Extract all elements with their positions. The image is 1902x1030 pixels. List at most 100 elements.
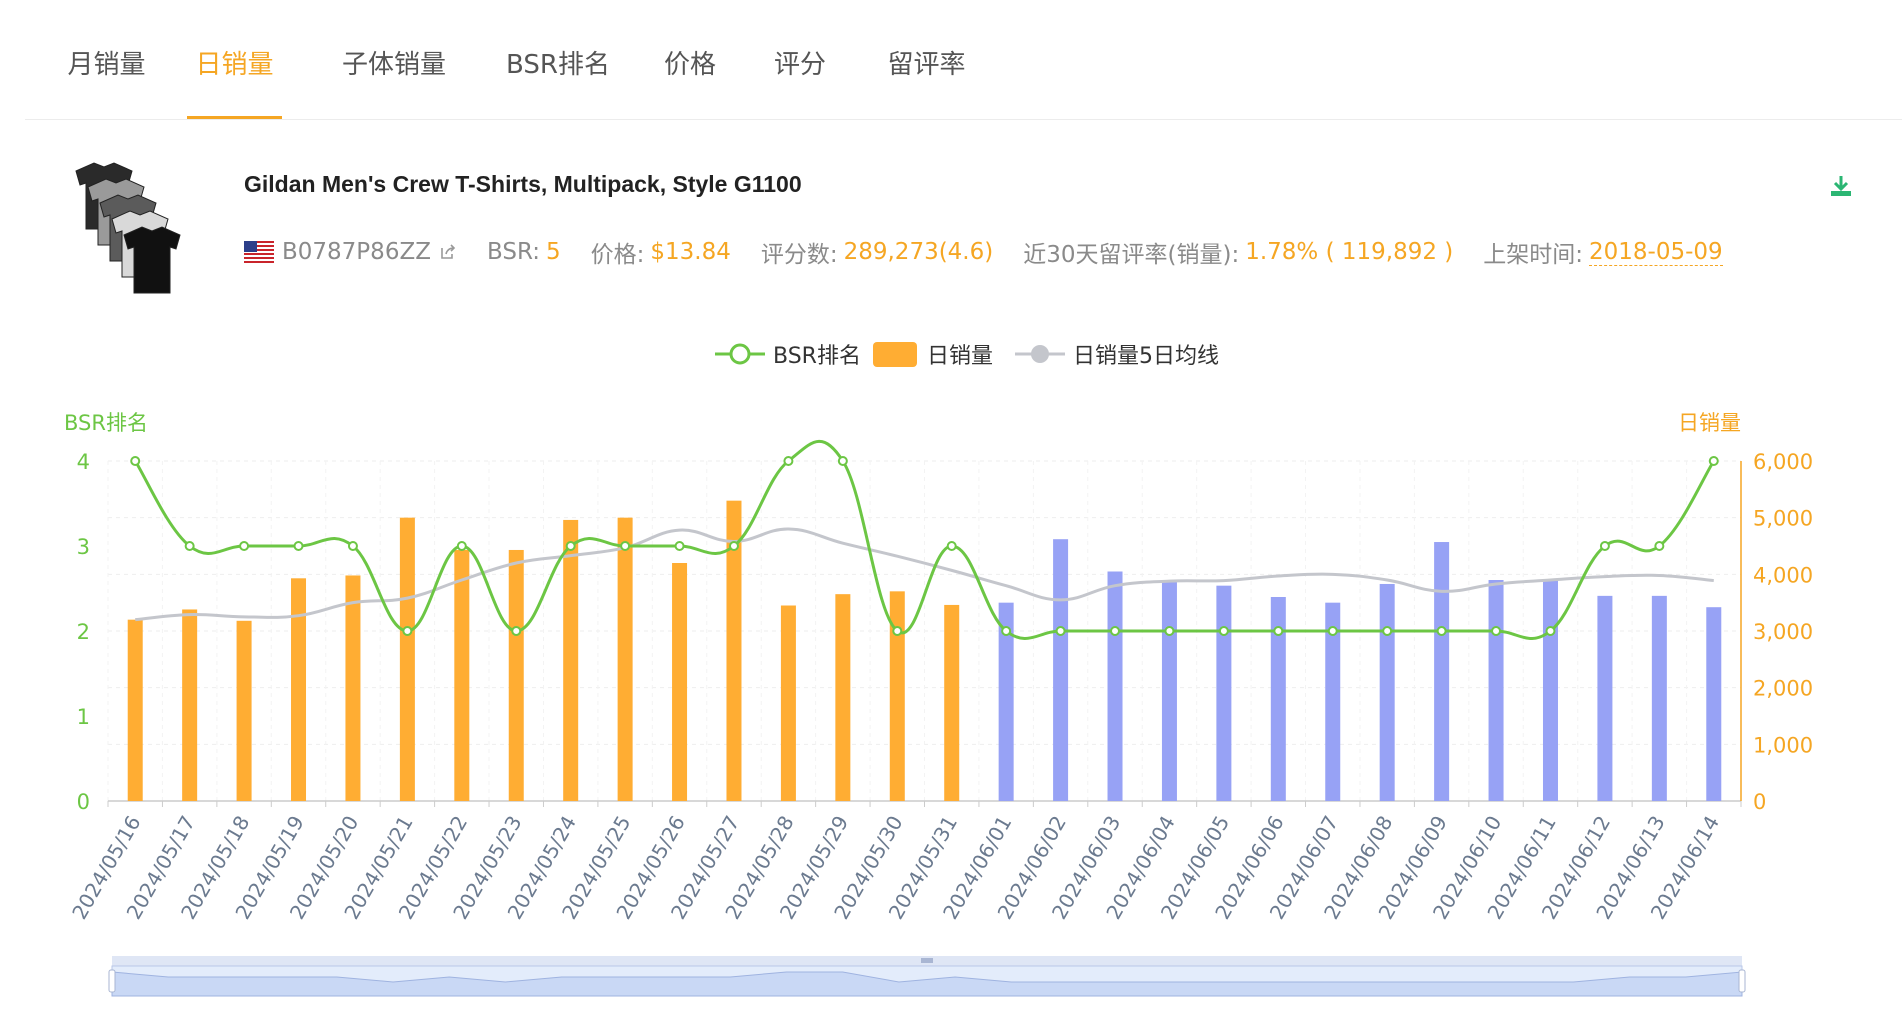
bsr-point[interactable] <box>946 541 957 551</box>
legend-label[interactable]: BSR排名 <box>773 344 861 369</box>
bsr-point[interactable] <box>728 541 739 551</box>
bsr-label: BSR: <box>486 239 540 265</box>
bsr-point[interactable] <box>565 541 576 551</box>
sales-bar[interactable] <box>1706 607 1722 801</box>
sales-bar[interactable] <box>672 563 688 801</box>
sales-bar[interactable] <box>1651 595 1667 801</box>
sales-bar[interactable] <box>291 578 307 801</box>
bsr-point[interactable] <box>184 541 195 551</box>
data-zoom-slider[interactable] <box>108 956 1746 997</box>
price-group: 价格: $13.84 <box>591 235 731 269</box>
tab-5[interactable]: 评分 <box>773 50 826 80</box>
sales-bar[interactable] <box>127 619 143 801</box>
bsr-point[interactable] <box>1164 626 1175 636</box>
slider-left-handle[interactable] <box>108 969 116 993</box>
right-tick-label: 0 <box>1753 790 1766 814</box>
legend-sales-bar-icon[interactable] <box>873 342 917 367</box>
asin-text[interactable]: B0787P86ZZ <box>282 239 431 265</box>
sales-bar[interactable] <box>1542 580 1558 801</box>
bsr-point[interactable] <box>1491 626 1502 636</box>
legend-bsr-marker-icon[interactable] <box>729 343 751 365</box>
bsr-point[interactable] <box>1545 626 1556 636</box>
bsr-point[interactable] <box>674 541 685 551</box>
sales-bar[interactable] <box>1597 595 1613 801</box>
tab-6[interactable]: 留评率 <box>887 50 966 80</box>
asin-group: B0787P86ZZ <box>244 239 457 265</box>
sales-bar[interactable] <box>563 519 579 801</box>
sales-bar[interactable] <box>889 591 905 801</box>
bsr-point[interactable] <box>1110 626 1121 636</box>
bsr-point[interactable] <box>1001 626 1012 636</box>
bsr-point[interactable] <box>1055 626 1066 636</box>
x-tick-labels: 2024/05/162024/05/172024/05/182024/05/19… <box>67 812 1724 924</box>
bsr-point[interactable] <box>783 456 794 466</box>
sales-bar[interactable] <box>1216 585 1232 801</box>
bsr-point[interactable] <box>1436 626 1447 636</box>
download-icon[interactable] <box>1828 173 1854 199</box>
bsr-point[interactable] <box>1273 626 1284 636</box>
review-rate-group: 近30天留评率(销量): 1.78% ( 119,892 ) <box>1023 235 1453 269</box>
bsr-point[interactable] <box>130 456 141 466</box>
sales-bar[interactable] <box>1325 602 1341 801</box>
sales-bar[interactable] <box>835 594 851 801</box>
slider-preview <box>111 971 1743 997</box>
bsr-point[interactable] <box>1708 456 1719 466</box>
bsr-point[interactable] <box>1327 626 1338 636</box>
review-rate-value: 1.78% ( 119,892 ) <box>1245 239 1454 265</box>
legend-label[interactable]: 日销量 <box>927 344 993 369</box>
tab-2[interactable]: 子体销量 <box>341 50 446 80</box>
sales-bar[interactable] <box>345 575 361 801</box>
slider-right-handle[interactable] <box>1738 969 1746 993</box>
right-tick-label: 6,000 <box>1753 450 1813 474</box>
tab-1[interactable]: 日销量 <box>187 44 282 119</box>
bsr-point[interactable] <box>1382 626 1393 636</box>
product-title[interactable]: Gildan Men's Crew T-Shirts, Multipack, S… <box>244 171 802 197</box>
tab-0[interactable]: 月销量 <box>67 50 146 80</box>
price-label: 价格: <box>590 242 645 268</box>
tab-3[interactable]: BSR排名 <box>506 50 610 80</box>
sales-bar[interactable] <box>998 602 1014 801</box>
sales-bar[interactable] <box>1270 597 1286 801</box>
slider-grip-icon[interactable] <box>921 958 933 963</box>
external-link-icon[interactable] <box>439 243 457 261</box>
sales-bar[interactable] <box>508 549 524 801</box>
sales-bar[interactable] <box>1161 580 1177 801</box>
us-flag-icon <box>244 241 274 263</box>
bsr-point[interactable] <box>837 456 848 466</box>
sales-bar[interactable] <box>1379 583 1395 801</box>
bsr-point[interactable] <box>892 626 903 636</box>
sales-bar[interactable] <box>726 500 742 801</box>
sales-bar[interactable] <box>1434 542 1450 801</box>
sales-bar[interactable] <box>454 549 470 801</box>
sales-bar[interactable] <box>617 517 633 801</box>
bsr-point[interactable] <box>1654 541 1665 551</box>
legend-avg-marker-icon[interactable] <box>1031 345 1049 363</box>
tab-bar: 月销量 日销量 子体销量 BSR排名 价格 评分 留评率 <box>25 0 1902 120</box>
sales-bar[interactable] <box>236 620 252 801</box>
sales-bar[interactable] <box>1107 571 1123 802</box>
rating-value: 289,273(4.6) <box>843 239 994 265</box>
bsr-point[interactable] <box>620 541 631 551</box>
bsr-point[interactable] <box>456 541 467 551</box>
legend-label[interactable]: 日销量5日均线 <box>1073 344 1219 369</box>
tab-4[interactable]: 价格 <box>663 50 716 80</box>
left-axis-title: BSR排名 <box>64 411 148 435</box>
sales-bar[interactable] <box>1488 580 1504 801</box>
bsr-point[interactable] <box>1218 626 1229 636</box>
sales-bar[interactable] <box>944 604 960 801</box>
bsr-point[interactable] <box>347 541 358 551</box>
avg-line[interactable] <box>135 527 1714 622</box>
left-tick-label: 2 <box>77 620 90 644</box>
bsr-point[interactable] <box>293 541 304 551</box>
right-tick-label: 2,000 <box>1753 677 1813 701</box>
sales-bar[interactable] <box>399 517 415 801</box>
bsr-point[interactable] <box>511 626 522 636</box>
price-value: $13.84 <box>650 239 731 265</box>
listed-label: 上架时间: <box>1483 242 1584 268</box>
bsr-point[interactable] <box>402 626 413 636</box>
bsr-point[interactable] <box>1599 541 1610 551</box>
sales-bar[interactable] <box>780 605 796 802</box>
bsr-point[interactable] <box>239 541 250 551</box>
sales-bar[interactable] <box>182 609 198 801</box>
sales-bar[interactable] <box>1053 539 1069 801</box>
